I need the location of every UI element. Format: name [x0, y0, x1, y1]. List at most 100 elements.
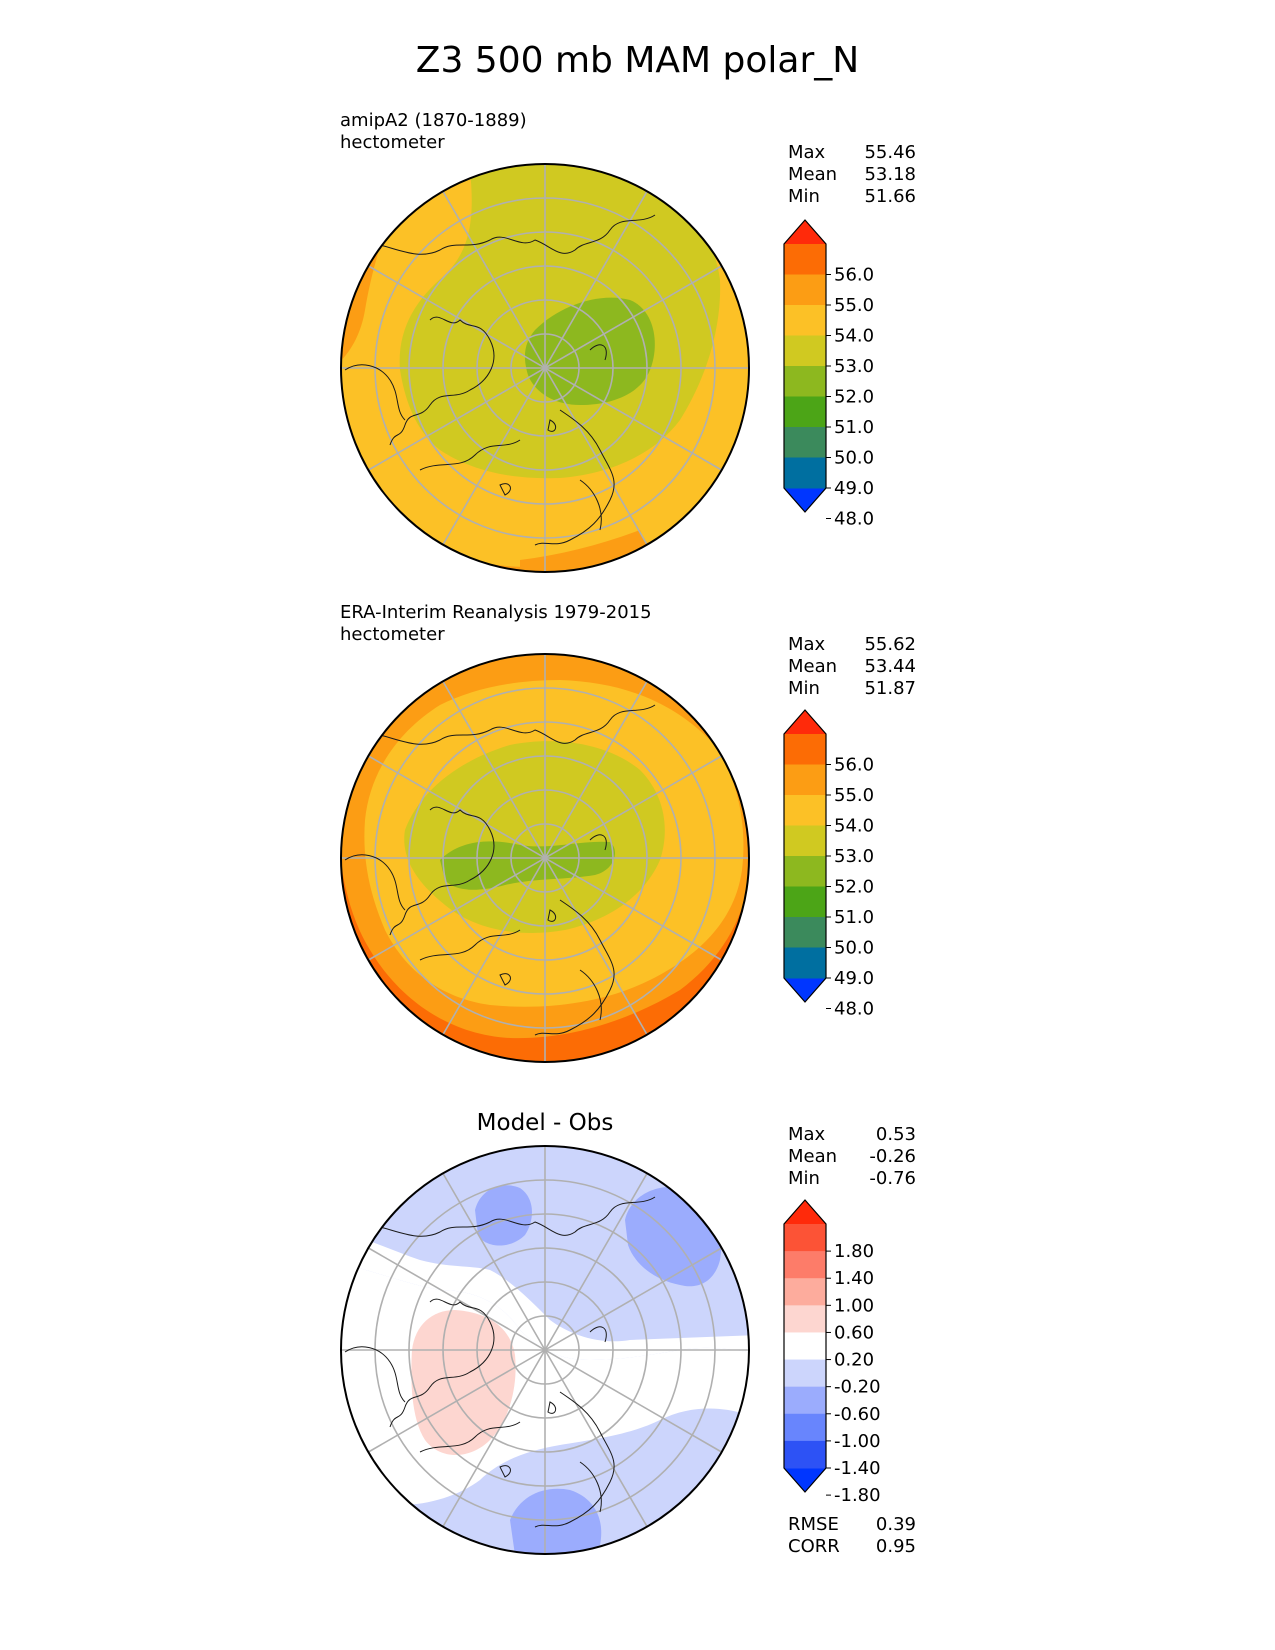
- colorbar-tick-label: 56.0: [834, 755, 874, 776]
- panel-2-map-border: [340, 653, 750, 1063]
- colorbar-segment: [784, 734, 826, 765]
- colorbar-segment: [784, 1305, 826, 1333]
- stat-mean-label: Mean: [788, 1146, 838, 1167]
- colorbar-segment: [784, 947, 826, 979]
- colorbar-tick-label: 49.0: [834, 478, 874, 499]
- panel-2-coastlines: [344, 704, 656, 1036]
- colorbar-segment: [784, 856, 826, 887]
- panel-2-graticule: [341, 654, 749, 1062]
- colorbar-tick-label: 55.0: [834, 785, 874, 806]
- colorbar-tick-label: -0.60: [834, 1404, 881, 1425]
- colorbar-tick-label: 50.0: [834, 938, 874, 959]
- colorbar-tick-label: 0.20: [834, 1350, 874, 1371]
- colorbar-extend-max: [784, 220, 826, 244]
- stat-mean-label: Mean: [788, 656, 838, 677]
- panel-3-title: Model - Obs: [476, 1110, 614, 1136]
- panel-2-dataset: ERA-Interim Reanalysis 1979-2015: [340, 602, 652, 623]
- colorbar-segment: [784, 886, 826, 918]
- panel-3-contours: [341, 1146, 749, 1554]
- stat-min-label: Min: [788, 1168, 820, 1189]
- colorbar-tick-label: 48.0: [834, 509, 874, 530]
- panel-1-stats: Max 55.46 Mean 53.18 Min 51.66: [788, 142, 916, 208]
- stat-mean-value: -0.26: [869, 1146, 916, 1167]
- colorbar-tick-label: 1.00: [834, 1295, 874, 1316]
- stat-mean-label: Mean: [788, 164, 838, 185]
- colorbar-segment: [784, 1278, 826, 1306]
- colorbar-tick-label: -1.40: [834, 1458, 881, 1479]
- panel-1-graticule: [341, 164, 749, 572]
- stat-max-value: 0.53: [875, 1124, 916, 1145]
- colorbar-segment: [784, 305, 826, 336]
- panel-2-colorbar: 56.0 55.0 54.0 53.0 52.0 51.0 50.0 49.0 48.0: [783, 709, 874, 1020]
- stat-min-value: 51.66: [864, 186, 916, 207]
- colorbar-segment: [784, 1332, 826, 1361]
- colorbar-segment: [784, 1251, 826, 1279]
- colorbar-segment: [784, 457, 826, 489]
- rmse-label: RMSE: [788, 1514, 839, 1535]
- panel-2-stats: Max 55.62 Mean 53.44 Min 51.87: [788, 634, 916, 700]
- panel-1-coastlines: [344, 214, 656, 546]
- panel-3-stats: Max 0.53 Mean -0.26 Min -0.76: [788, 1124, 916, 1190]
- colorbar-segment: [784, 1413, 826, 1442]
- panel-2-label: ERA-Interim Reanalysis 1979-2015 hectome…: [340, 602, 652, 646]
- colorbar-segment: [784, 335, 826, 367]
- stat-max-label: Max: [788, 634, 826, 655]
- rmse-value: 0.39: [875, 1514, 916, 1535]
- panel-1-map-border: [340, 163, 750, 573]
- colorbar-tick-label: 54.0: [834, 816, 874, 837]
- colorbar-tick-label: 48.0: [834, 999, 874, 1020]
- panel-2-units: hectometer: [340, 624, 445, 645]
- colorbar-extend-min: [784, 978, 826, 1002]
- colorbar-tick-label: -0.20: [834, 1377, 881, 1398]
- colorbar-segment: [784, 427, 826, 458]
- panel-1-colorbar: 56.0 55.0 54.0 53.0 52.0 51.0 50.0 49.0 48.0: [783, 219, 874, 530]
- corr-value: 0.95: [875, 1536, 916, 1557]
- colorbar-tick-label: 52.0: [834, 877, 874, 898]
- corr-label: CORR: [788, 1536, 840, 1557]
- panel-1-label: amipA2 (1870-1889) hectometer: [340, 110, 527, 154]
- colorbar-segment: [784, 1440, 826, 1469]
- colorbar-tick-label: 51.0: [834, 417, 874, 438]
- colorbar-tick-label: 54.0: [834, 326, 874, 347]
- colorbar-tick-label: 1.80: [834, 1241, 874, 1262]
- colorbar-tick-label: -1.80: [834, 1485, 881, 1506]
- panel-2-map: [340, 653, 750, 1063]
- colorbar-tick-label: 55.0: [834, 295, 874, 316]
- colorbar-extend-max: [784, 1200, 826, 1224]
- panel-3-coastlines: [344, 1196, 656, 1528]
- colorbar-segment: [784, 825, 826, 857]
- colorbar-segment: [784, 1224, 826, 1252]
- figure-title: Z3 500 mb MAM polar_N: [415, 40, 860, 81]
- stat-max-label: Max: [788, 142, 826, 163]
- stat-max-value: 55.46: [864, 142, 916, 163]
- stat-min-value: -0.76: [869, 1168, 916, 1189]
- colorbar-tick-label: 50.0: [834, 448, 874, 469]
- panel-1-map: [340, 163, 750, 573]
- stat-max-label: Max: [788, 1124, 826, 1145]
- panel-3-map: [340, 1145, 750, 1555]
- colorbar-extend-max: [784, 710, 826, 734]
- panel-3-graticule: [341, 1146, 749, 1554]
- stat-min-label: Min: [788, 678, 820, 699]
- colorbar-tick-label: 53.0: [834, 356, 874, 377]
- colorbar-tick-label: 51.0: [834, 907, 874, 928]
- colorbar-tick-label: 52.0: [834, 387, 874, 408]
- colorbar-tick-label: 53.0: [834, 846, 874, 867]
- colorbar-segment: [784, 244, 826, 275]
- colorbar-tick-label: 49.0: [834, 968, 874, 989]
- colorbar-tick-label: 0.60: [834, 1322, 874, 1343]
- stat-mean-value: 53.18: [864, 164, 916, 185]
- stat-max-value: 55.62: [864, 634, 916, 655]
- colorbar-segment: [784, 366, 826, 397]
- colorbar-segment: [784, 764, 826, 796]
- stat-mean-value: 53.44: [864, 656, 916, 677]
- colorbar-segment: [784, 917, 826, 948]
- colorbar-extend-min: [784, 488, 826, 512]
- colorbar-segment: [784, 795, 826, 826]
- colorbar-tick-label: 1.40: [834, 1268, 874, 1289]
- colorbar-segment: [784, 396, 826, 428]
- stat-min-value: 51.87: [864, 678, 916, 699]
- panel-3-map-border: [340, 1145, 750, 1555]
- colorbar-segment: [784, 1359, 826, 1388]
